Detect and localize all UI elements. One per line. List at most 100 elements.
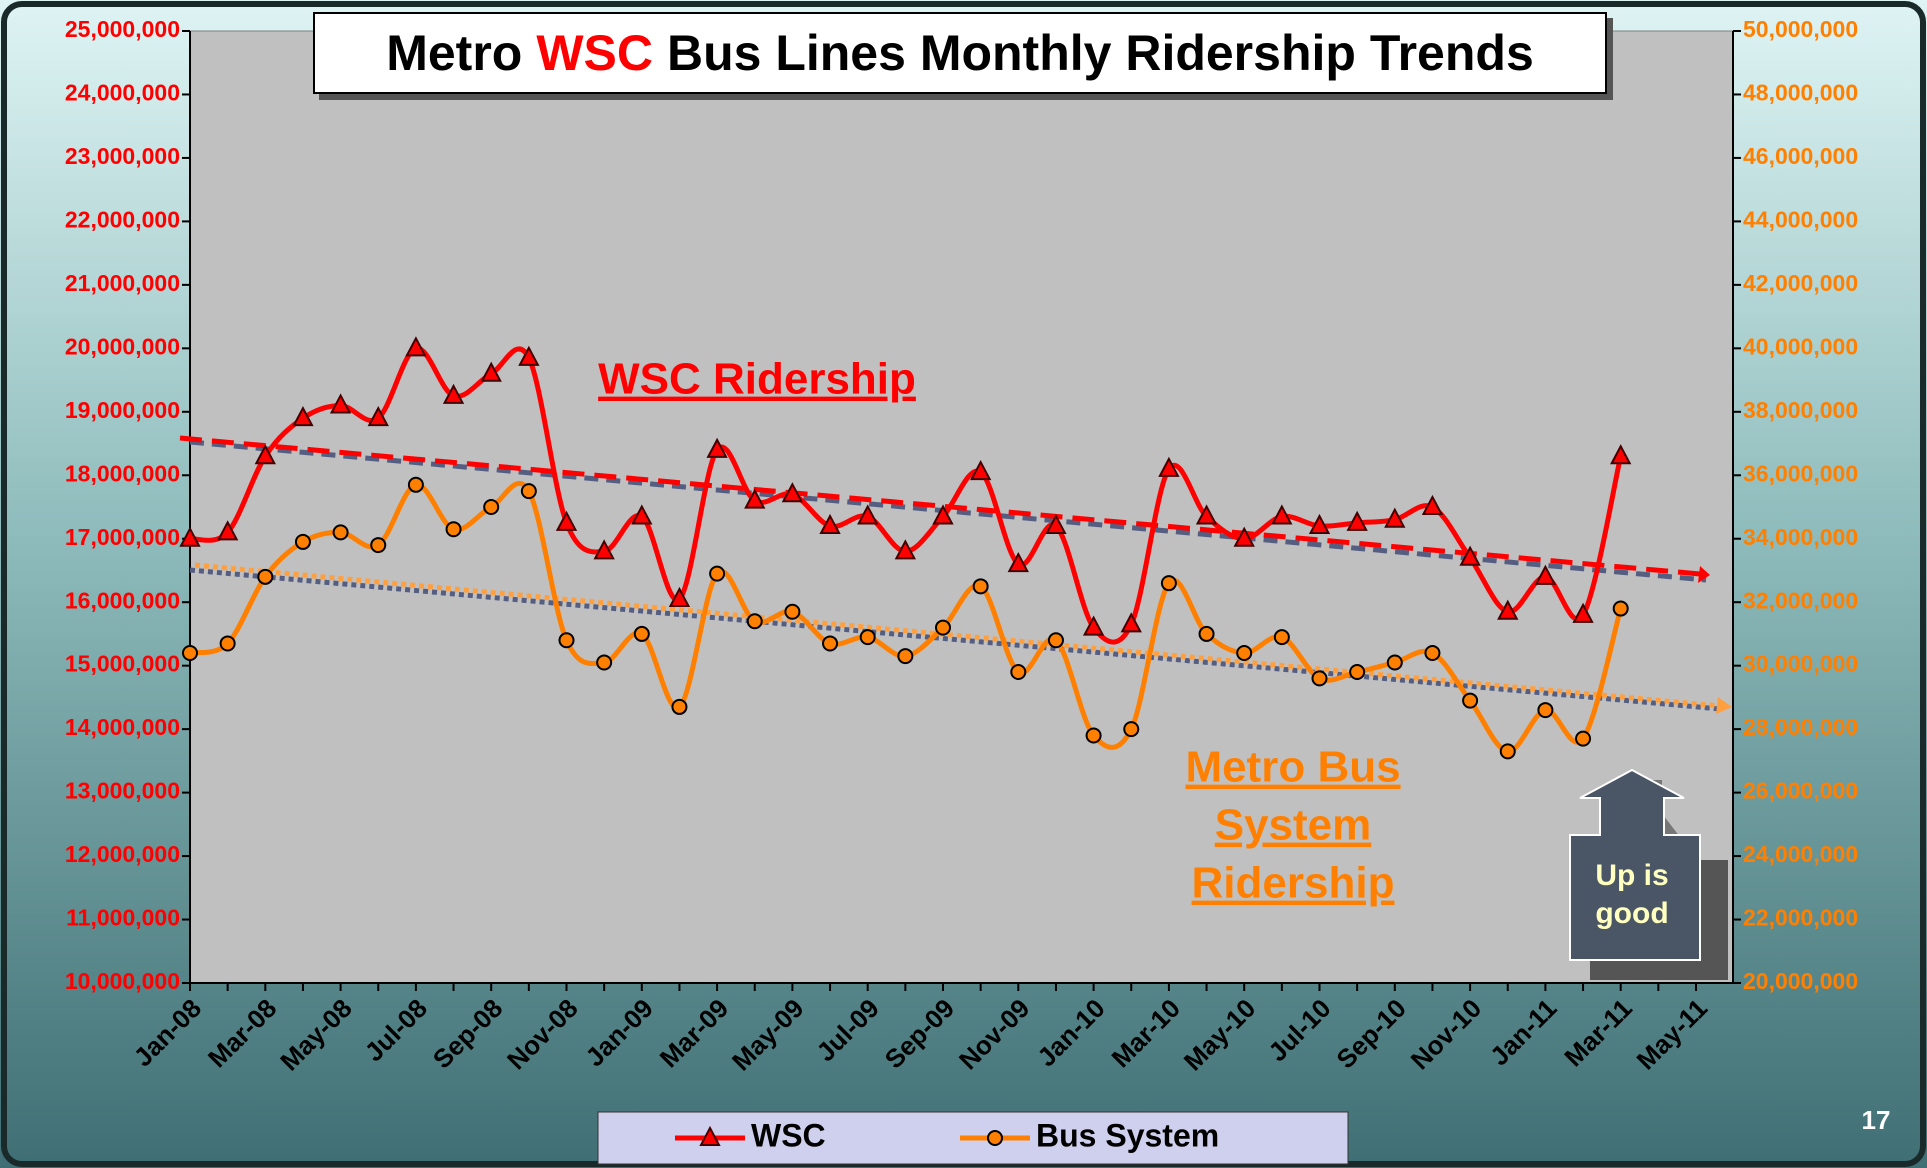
y-tick-label: 12,000,000 [65, 841, 180, 867]
marker [1273, 629, 1290, 646]
y2-tick-label: 46,000,000 [1743, 143, 1858, 169]
y-tick-label: 14,000,000 [65, 714, 180, 740]
x-tick-label: May-09 [726, 993, 810, 1077]
y2-tick-label: 30,000,000 [1743, 651, 1858, 677]
y-tick-label: 17,000,000 [65, 524, 180, 550]
marker [709, 565, 726, 582]
x-tick-label: Nov-08 [501, 993, 584, 1076]
marker [179, 526, 201, 547]
x-tick-label: Jan-10 [1031, 993, 1110, 1072]
marker [1575, 730, 1592, 747]
marker [1384, 507, 1406, 528]
y2-tick-label: 20,000,000 [1743, 968, 1858, 994]
marker [518, 345, 540, 366]
marker [969, 459, 992, 481]
marker [631, 504, 653, 525]
marker [1572, 602, 1594, 623]
marker [706, 437, 728, 458]
marker [819, 513, 841, 535]
marker [897, 648, 914, 665]
marker [1349, 664, 1366, 681]
marker [1233, 526, 1255, 547]
trend-wsc-head [1698, 566, 1710, 583]
title-part: Bus Lines Monthly Ridership Trends [666, 25, 1534, 81]
x-tick-label: Mar-08 [202, 993, 282, 1073]
x-tick-label: Jul-09 [810, 993, 884, 1067]
y-tick-label: 21,000,000 [65, 270, 180, 296]
x-tick-label: Jul-08 [359, 993, 433, 1067]
title-part: WSC [536, 25, 653, 81]
y-tick-label: 20,000,000 [65, 333, 180, 359]
marker [935, 619, 951, 636]
marker [1236, 644, 1253, 661]
marker [593, 539, 615, 560]
trend-bus [194, 562, 1721, 709]
y2-tick-label: 48,000,000 [1743, 80, 1858, 106]
y-tick-label: 11,000,000 [66, 905, 180, 931]
x-tick-label: May-10 [1178, 993, 1262, 1077]
y-tick-label: 25,000,000 [65, 16, 180, 42]
marker [332, 524, 349, 541]
marker [972, 578, 989, 595]
x-tick-label: May-08 [274, 993, 358, 1077]
x-tick-label: Jan-09 [579, 993, 658, 1072]
marker [370, 537, 387, 554]
marker [1497, 599, 1519, 620]
marker [1459, 545, 1481, 566]
marker [483, 499, 500, 515]
marker [292, 406, 314, 427]
arrow-label: Up is [1595, 859, 1668, 892]
y2-tick-label: 32,000,000 [1743, 587, 1858, 613]
marker [558, 632, 575, 649]
x-tick-label: Mar-09 [654, 993, 734, 1073]
marker [257, 568, 274, 585]
marker [329, 393, 352, 414]
marker [1085, 727, 1102, 744]
y2-tick-label: 42,000,000 [1743, 270, 1858, 296]
legend-marker [987, 1130, 1003, 1146]
y-tick-label: 16,000,000 [65, 587, 180, 613]
y-tick-label: 10,000,000 [65, 968, 180, 994]
x-tick-label: Jan-11 [1484, 993, 1562, 1071]
marker [1007, 551, 1029, 573]
marker [1534, 564, 1557, 585]
marker [520, 483, 537, 500]
y2-tick-label: 26,000,000 [1743, 778, 1858, 804]
marker [1160, 575, 1177, 592]
y-tick-label: 15,000,000 [65, 651, 180, 677]
trend-bus-head [1716, 697, 1732, 714]
marker [445, 521, 462, 538]
annotation: System [1215, 801, 1372, 850]
y2-tick-label: 22,000,000 [1743, 905, 1858, 931]
y2-tick-label: 44,000,000 [1743, 206, 1858, 232]
x-tick-label: Sep-08 [427, 993, 509, 1075]
marker [1082, 615, 1105, 636]
marker [1462, 692, 1479, 709]
marker [1120, 612, 1142, 633]
marker [668, 586, 691, 608]
up-arrow [1569, 768, 1701, 961]
marker [555, 510, 578, 531]
x-tick-label: May-11 [1631, 993, 1714, 1076]
marker [1195, 504, 1218, 525]
legend-label: Bus System [1036, 1117, 1219, 1153]
marker [1346, 510, 1368, 531]
marker [633, 625, 650, 642]
marker [405, 336, 427, 357]
y2-tick-label: 36,000,000 [1743, 460, 1858, 486]
marker [442, 383, 465, 404]
marker [1311, 670, 1328, 687]
up-arrow-shadow [1622, 780, 1690, 850]
x-tick-label: Sep-10 [1330, 993, 1412, 1075]
marker [1424, 644, 1441, 661]
y-tick-label: 23,000,000 [65, 143, 180, 169]
legend-label: WSC [751, 1117, 826, 1153]
title-part: Metro [386, 25, 523, 81]
y-tick-label: 19,000,000 [65, 397, 180, 423]
marker [596, 654, 613, 671]
marker [407, 476, 424, 493]
legend-marker [699, 1125, 721, 1146]
annotation: WSC Ridership [598, 355, 916, 404]
